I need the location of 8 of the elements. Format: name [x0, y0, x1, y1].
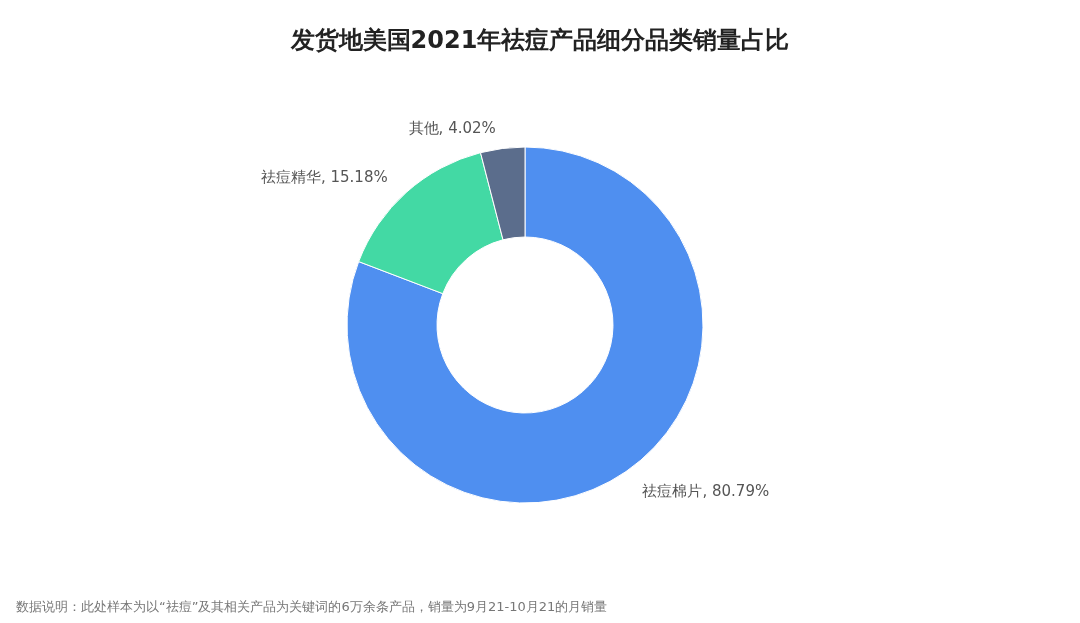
data-label: , 80.79% — [702, 481, 770, 500]
slice-label: 其他 — [408, 118, 439, 137]
chart-title: 发货地美国2021年祛痘产品细分品类销量占比 — [289, 26, 790, 54]
data-label: , 15.18% — [320, 167, 388, 186]
text: 数据说明：此处样本为以“祛痘”及其相关产品为关键词的6万余条产品，销量为9月21-10月21的月销量 — [16, 599, 608, 614]
slice-label: 祛痘棉片 — [642, 481, 703, 500]
data-label: , 4.02% — [438, 118, 496, 137]
slice-label: 祛痘精华 — [260, 167, 321, 186]
